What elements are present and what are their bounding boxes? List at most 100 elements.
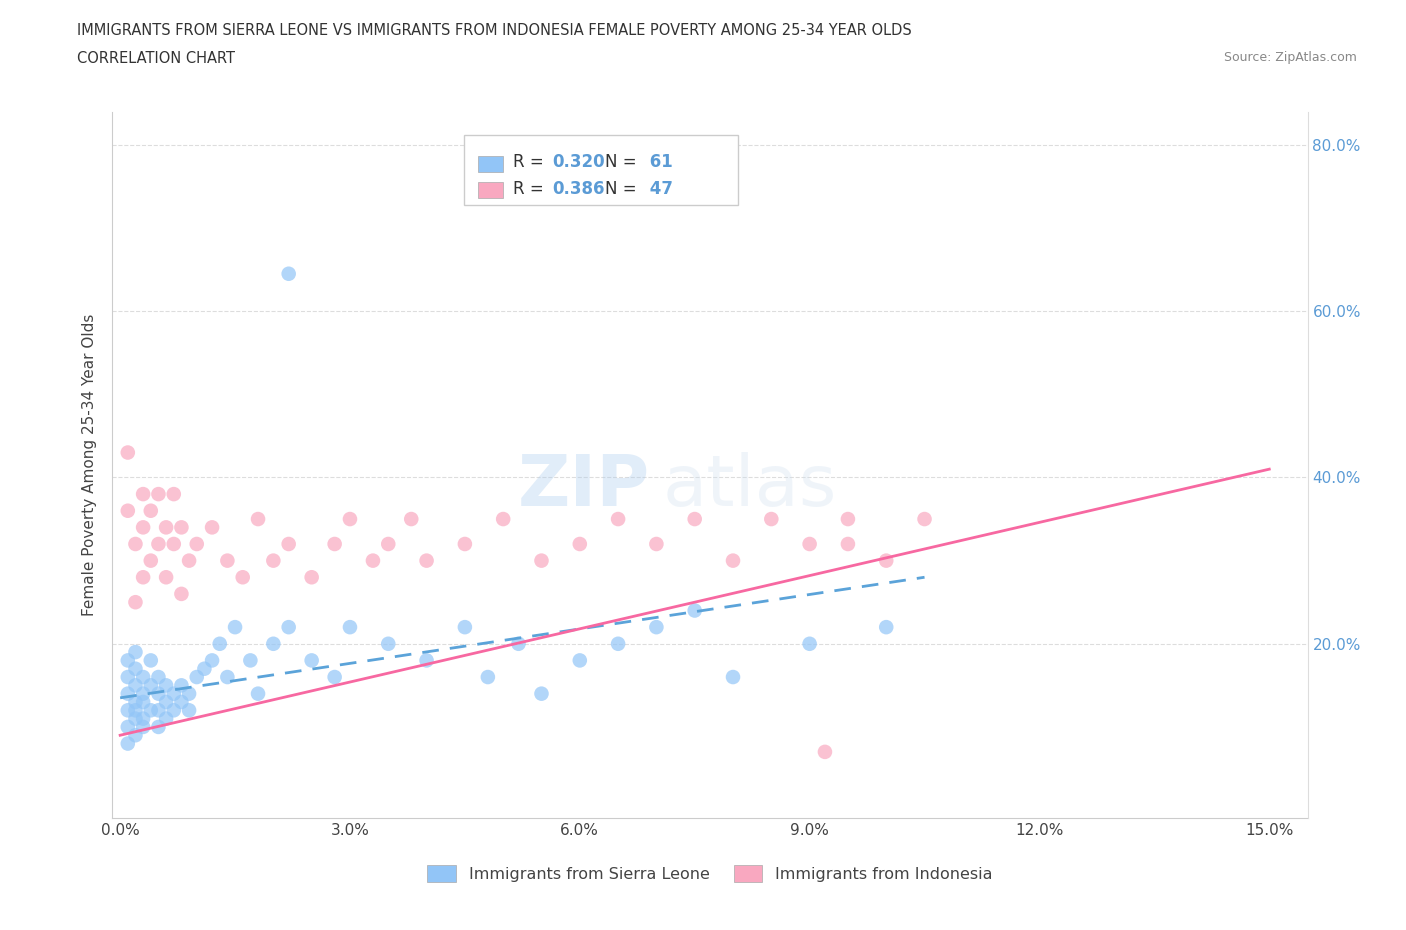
Immigrants from Sierra Leone [415,653,437,668]
Immigrants from Sierra Leone [124,661,146,676]
Text: CORRELATION CHART: CORRELATION CHART [77,51,235,66]
Immigrants from Sierra Leone [117,670,139,684]
Immigrants from Sierra Leone [645,619,668,634]
Immigrants from Sierra Leone [124,711,146,726]
Immigrants from Indonesia [814,744,837,759]
Immigrants from Sierra Leone [139,678,162,693]
Immigrants from Indonesia [201,520,224,535]
Text: ZIP: ZIP [517,452,651,521]
Immigrants from Sierra Leone [148,720,170,735]
Text: 0.386: 0.386 [553,179,605,197]
Immigrants from Sierra Leone [139,703,162,718]
Immigrants from Indonesia [401,512,423,526]
Text: R =: R = [513,153,550,171]
Immigrants from Indonesia [837,537,859,551]
Immigrants from Indonesia [139,503,162,518]
Immigrants from Indonesia [875,553,897,568]
Immigrants from Sierra Leone [148,686,170,701]
Immigrants from Indonesia [683,512,706,526]
Immigrants from Indonesia [761,512,783,526]
Immigrants from Indonesia [721,553,744,568]
Immigrants from Indonesia [163,486,186,501]
Immigrants from Sierra Leone [124,728,146,743]
Immigrants from Sierra Leone [163,703,186,718]
Immigrants from Sierra Leone [117,686,139,701]
Immigrants from Sierra Leone [224,619,246,634]
Immigrants from Indonesia [139,553,162,568]
Immigrants from Sierra Leone [186,670,208,684]
Immigrants from Sierra Leone [277,619,299,634]
Immigrants from Indonesia [415,553,437,568]
Immigrants from Indonesia [454,537,477,551]
Text: 0.320: 0.320 [553,153,605,171]
Immigrants from Sierra Leone [262,636,284,651]
Immigrants from Sierra Leone [132,695,155,710]
Immigrants from Indonesia [492,512,515,526]
Text: N =: N = [605,179,641,197]
Immigrants from Indonesia [124,595,146,610]
Immigrants from Sierra Leone [124,695,146,710]
Immigrants from Sierra Leone [132,720,155,735]
Immigrants from Sierra Leone [339,619,361,634]
Immigrants from Indonesia [277,537,299,551]
Immigrants from Sierra Leone [247,686,270,701]
Immigrants from Sierra Leone [193,661,215,676]
Immigrants from Sierra Leone [132,670,155,684]
Legend: Immigrants from Sierra Leone, Immigrants from Indonesia: Immigrants from Sierra Leone, Immigrants… [420,858,1000,888]
Immigrants from Sierra Leone [477,670,499,684]
Immigrants from Indonesia [799,537,821,551]
Immigrants from Sierra Leone [155,711,177,726]
Immigrants from Sierra Leone [454,619,477,634]
Immigrants from Sierra Leone [124,703,146,718]
Immigrants from Indonesia [568,537,591,551]
Immigrants from Indonesia [247,512,270,526]
Immigrants from Indonesia [117,503,139,518]
Immigrants from Sierra Leone [568,653,591,668]
Immigrants from Indonesia [232,570,254,585]
Immigrants from Indonesia [301,570,323,585]
Immigrants from Sierra Leone [117,653,139,668]
Text: N =: N = [605,153,641,171]
Immigrants from Indonesia [132,520,155,535]
Immigrants from Sierra Leone [177,686,200,701]
Text: atlas: atlas [662,452,837,521]
Immigrants from Sierra Leone [117,720,139,735]
Immigrants from Sierra Leone [132,711,155,726]
Immigrants from Indonesia [645,537,668,551]
Immigrants from Indonesia [361,553,384,568]
Immigrants from Sierra Leone [875,619,897,634]
Y-axis label: Female Poverty Among 25-34 Year Olds: Female Poverty Among 25-34 Year Olds [82,313,97,617]
Immigrants from Sierra Leone [323,670,346,684]
Immigrants from Indonesia [155,570,177,585]
Immigrants from Sierra Leone [124,678,146,693]
Immigrants from Indonesia [530,553,553,568]
Immigrants from Sierra Leone [377,636,399,651]
Immigrants from Indonesia [117,445,139,460]
Text: R =: R = [513,179,550,197]
Immigrants from Sierra Leone [177,703,200,718]
Immigrants from Sierra Leone [139,653,162,668]
Immigrants from Sierra Leone [277,266,299,281]
Immigrants from Indonesia [339,512,361,526]
Immigrants from Sierra Leone [163,686,186,701]
Text: 61: 61 [644,153,672,171]
Immigrants from Indonesia [607,512,630,526]
Immigrants from Indonesia [148,537,170,551]
Immigrants from Sierra Leone [508,636,530,651]
Immigrants from Indonesia [132,570,155,585]
Immigrants from Indonesia [186,537,208,551]
Immigrants from Indonesia [170,520,193,535]
Immigrants from Indonesia [177,553,200,568]
Immigrants from Sierra Leone [124,644,146,659]
Text: 47: 47 [644,179,673,197]
Immigrants from Sierra Leone [201,653,224,668]
Text: Source: ZipAtlas.com: Source: ZipAtlas.com [1223,51,1357,64]
Immigrants from Sierra Leone [170,678,193,693]
Immigrants from Indonesia [837,512,859,526]
Immigrants from Sierra Leone [607,636,630,651]
Immigrants from Sierra Leone [301,653,323,668]
Immigrants from Indonesia [914,512,936,526]
Immigrants from Indonesia [163,537,186,551]
Immigrants from Sierra Leone [117,737,139,751]
Immigrants from Sierra Leone [148,703,170,718]
